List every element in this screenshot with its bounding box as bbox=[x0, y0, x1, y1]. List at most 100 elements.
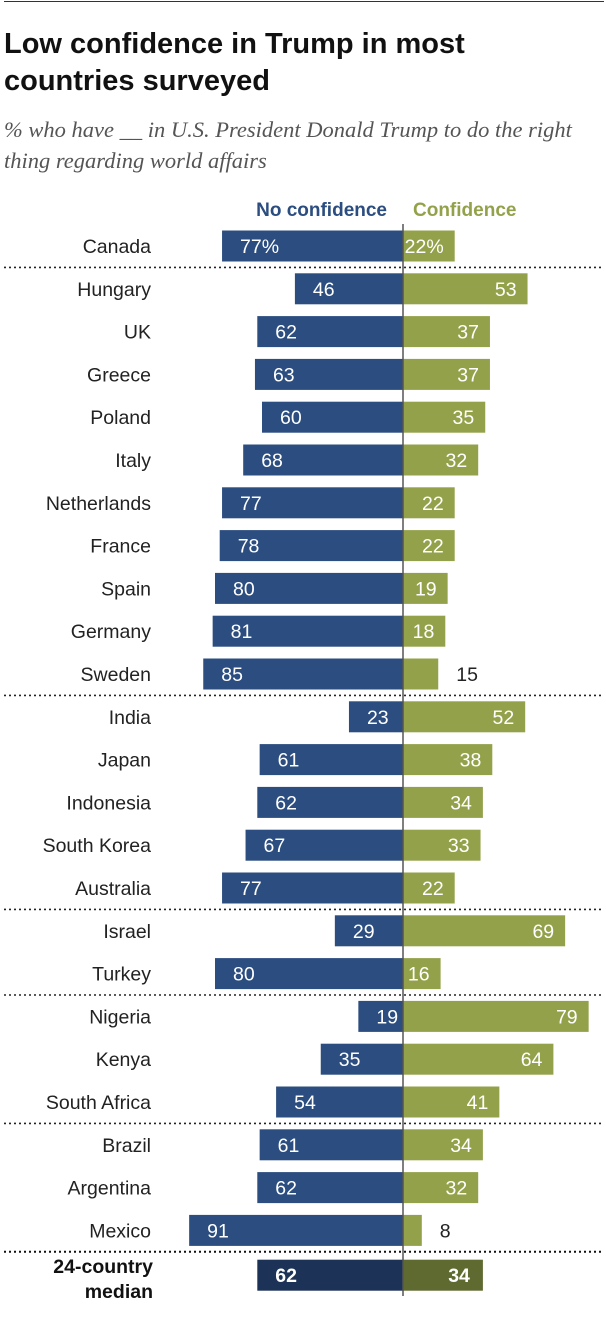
country-label-kenya: Kenya bbox=[96, 1049, 151, 1071]
country-label-mexico: Mexico bbox=[89, 1220, 151, 1242]
value-no-confidence-japan: 61 bbox=[278, 750, 300, 772]
value-confidence-south-korea: 33 bbox=[448, 835, 470, 857]
value-no-confidence-germany: 81 bbox=[231, 621, 253, 643]
value-confidence-uk: 37 bbox=[457, 322, 479, 344]
bar-confidence-hungary bbox=[403, 273, 528, 305]
value-confidence-greece: 37 bbox=[457, 364, 479, 386]
value-no-confidence-poland: 60 bbox=[280, 407, 302, 429]
bar-no-confidence-germany bbox=[212, 615, 403, 647]
value-confidence-nigeria: 79 bbox=[556, 1006, 578, 1028]
value-confidence-indonesia: 34 bbox=[450, 792, 472, 814]
median-label-line1: 24-country bbox=[53, 1256, 153, 1278]
country-label-south-korea: South Korea bbox=[43, 835, 152, 857]
bar-confidence-australia bbox=[403, 872, 455, 904]
value-confidence-south-africa: 41 bbox=[467, 1092, 489, 1114]
bar-no-confidence-greece bbox=[254, 358, 403, 390]
value-no-confidence-netherlands: 77 bbox=[240, 493, 262, 515]
bar-no-confidence-india bbox=[348, 701, 403, 733]
country-label-poland: Poland bbox=[90, 407, 151, 429]
bar-confidence-greece bbox=[403, 358, 490, 390]
value-no-confidence-turkey: 80 bbox=[233, 964, 255, 986]
bar-confidence-italy bbox=[403, 444, 479, 476]
value-no-confidence-india: 23 bbox=[367, 707, 389, 729]
value-confidence-poland: 35 bbox=[453, 407, 475, 429]
bar-no-confidence-sweden bbox=[203, 658, 403, 690]
value-confidence-netherlands: 22 bbox=[422, 493, 444, 515]
median-bar-no-confidence bbox=[257, 1259, 403, 1291]
country-label-south-africa: South Africa bbox=[46, 1092, 151, 1114]
bar-no-confidence-hungary bbox=[294, 273, 403, 305]
value-no-confidence-italy: 68 bbox=[261, 450, 283, 472]
value-no-confidence-nigeria: 19 bbox=[376, 1006, 398, 1028]
bar-no-confidence-indonesia bbox=[257, 786, 403, 818]
bar-confidence-turkey bbox=[403, 958, 441, 990]
legend-confidence: Confidence bbox=[413, 200, 516, 221]
chart-subtitle: % who have __ in U.S. President Donald T… bbox=[4, 117, 572, 173]
bar-confidence-nigeria bbox=[403, 1000, 589, 1032]
value-confidence-brazil: 34 bbox=[450, 1135, 472, 1157]
country-label-greece: Greece bbox=[87, 364, 151, 386]
bar-confidence-south-korea bbox=[403, 829, 481, 861]
bar-no-confidence-mexico bbox=[189, 1214, 403, 1246]
value-confidence-hungary: 53 bbox=[495, 279, 517, 301]
value-no-confidence-mexico: 91 bbox=[207, 1220, 229, 1242]
value-no-confidence-france: 78 bbox=[238, 536, 260, 558]
bar-no-confidence-south-korea bbox=[245, 829, 403, 861]
bar-confidence-sweden bbox=[403, 658, 439, 690]
bar-confidence-canada bbox=[403, 230, 455, 262]
bar-confidence-israel bbox=[403, 915, 566, 947]
value-confidence-japan: 38 bbox=[460, 750, 482, 772]
bar-no-confidence-israel bbox=[334, 915, 403, 947]
bar-confidence-argentina bbox=[403, 1172, 479, 1204]
bar-no-confidence-canada bbox=[222, 230, 403, 262]
top-rule bbox=[4, 1, 604, 2]
bar-no-confidence-netherlands bbox=[222, 487, 403, 519]
median-value-no-confidence: 62 bbox=[275, 1265, 297, 1287]
country-label-italy: Italy bbox=[115, 450, 151, 472]
median-bar-confidence bbox=[403, 1259, 483, 1291]
bar-no-confidence-australia bbox=[222, 872, 403, 904]
bar-no-confidence-japan bbox=[259, 744, 403, 776]
country-label-canada: Canada bbox=[83, 236, 151, 258]
country-label-spain: Spain bbox=[101, 578, 151, 600]
bar-no-confidence-uk bbox=[257, 316, 403, 348]
country-label-brazil: Brazil bbox=[102, 1135, 151, 1157]
value-no-confidence-indonesia: 62 bbox=[275, 792, 297, 814]
median-value-confidence: 34 bbox=[448, 1265, 470, 1287]
bar-no-confidence-italy bbox=[243, 444, 403, 476]
value-confidence-sweden: 15 bbox=[456, 664, 478, 686]
value-confidence-israel: 69 bbox=[532, 921, 554, 943]
value-no-confidence-kenya: 35 bbox=[339, 1049, 361, 1071]
value-confidence-italy: 32 bbox=[445, 450, 467, 472]
value-no-confidence-sweden: 85 bbox=[221, 664, 243, 686]
chart-title: Low confidence in Trump in most countrie… bbox=[4, 28, 465, 97]
bar-confidence-poland bbox=[403, 401, 486, 433]
value-confidence-canada: 22% bbox=[405, 236, 444, 258]
country-label-indonesia: Indonesia bbox=[66, 792, 151, 814]
bar-no-confidence-spain bbox=[215, 572, 403, 604]
legend-no-confidence: No confidence bbox=[256, 200, 387, 221]
value-confidence-argentina: 32 bbox=[445, 1178, 467, 1200]
bar-no-confidence-nigeria bbox=[358, 1000, 403, 1032]
value-confidence-germany: 18 bbox=[413, 621, 435, 643]
country-label-nigeria: Nigeria bbox=[89, 1006, 151, 1028]
bar-confidence-germany bbox=[403, 615, 446, 647]
value-confidence-kenya: 64 bbox=[521, 1049, 543, 1071]
country-label-argentina: Argentina bbox=[68, 1178, 152, 1200]
value-no-confidence-greece: 63 bbox=[273, 364, 295, 386]
value-confidence-australia: 22 bbox=[422, 878, 444, 900]
country-label-turkey: Turkey bbox=[92, 964, 151, 986]
value-confidence-turkey: 16 bbox=[408, 964, 430, 986]
bar-confidence-india bbox=[403, 701, 526, 733]
country-label-japan: Japan bbox=[98, 750, 151, 772]
bar-confidence-spain bbox=[403, 572, 448, 604]
country-label-india: India bbox=[109, 707, 151, 729]
bar-no-confidence-poland bbox=[262, 401, 403, 433]
value-no-confidence-hungary: 46 bbox=[313, 279, 335, 301]
value-confidence-spain: 19 bbox=[415, 578, 437, 600]
value-no-confidence-south-korea: 67 bbox=[264, 835, 286, 857]
value-confidence-france: 22 bbox=[422, 536, 444, 558]
bar-no-confidence-argentina bbox=[257, 1172, 403, 1204]
value-no-confidence-israel: 29 bbox=[353, 921, 375, 943]
value-no-confidence-canada: 77% bbox=[240, 236, 279, 258]
